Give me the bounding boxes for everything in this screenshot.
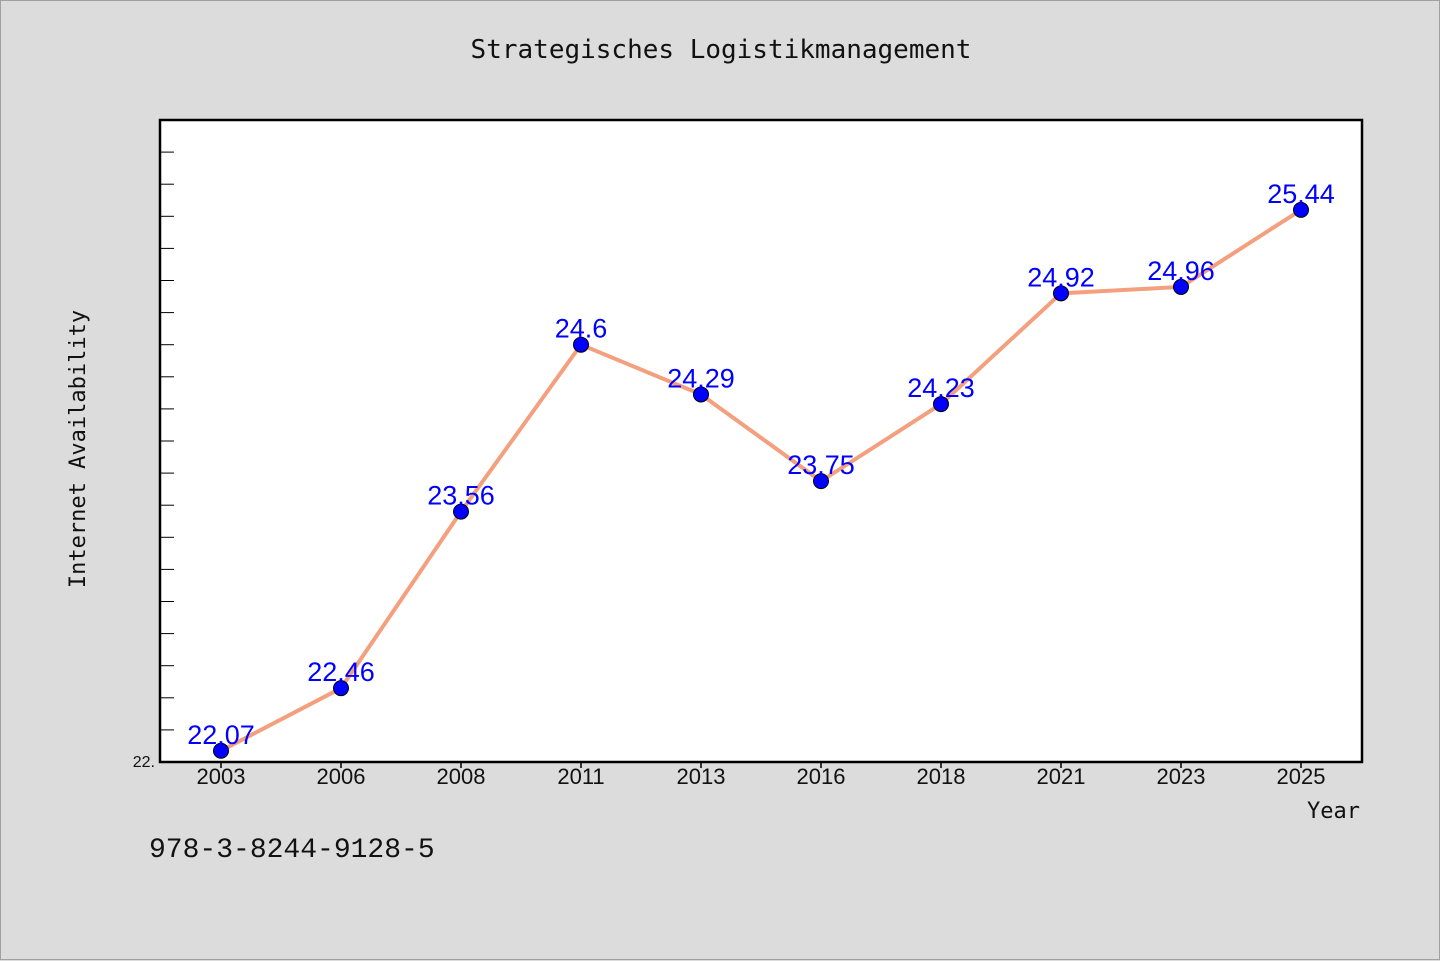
- x-tick-label: 2016: [797, 764, 846, 789]
- x-tick-label: 2013: [677, 764, 726, 789]
- footer-code: 978-3-8244-9128-5: [149, 835, 435, 866]
- x-tick-label: 2023: [1157, 764, 1206, 789]
- data-point: [453, 503, 469, 520]
- x-axis-ticks: 2003 2006 2008 2011 2013 2016 2018 2021 2023 2025: [197, 762, 1326, 789]
- data-point: [1053, 285, 1069, 302]
- plot-area: [158, 118, 1364, 764]
- data-point: [573, 336, 589, 353]
- data-label: 23.56: [427, 481, 495, 511]
- series-line: [220, 208, 1303, 753]
- data-label: 24.92: [1027, 262, 1095, 292]
- x-tick-label: 2008: [437, 764, 486, 789]
- data-label: 24.96: [1147, 256, 1215, 286]
- data-label: 25.44: [1267, 179, 1335, 209]
- data-label: 24.23: [907, 373, 975, 403]
- data-label: 22.07: [187, 720, 255, 750]
- data-point: [1173, 278, 1189, 295]
- data-point: [933, 396, 949, 413]
- data-label: 24.6: [555, 314, 608, 344]
- data-point: [813, 473, 829, 490]
- x-tick-label: 2003: [197, 764, 246, 789]
- x-tick-label: 2011: [557, 764, 604, 789]
- y-axis-title: Internet Availability: [66, 310, 91, 588]
- data-label: 22.46: [307, 657, 375, 687]
- data-label: 23.75: [787, 450, 855, 480]
- x-tick-label: 2025: [1277, 764, 1326, 789]
- data-label: 24.29: [667, 363, 735, 393]
- data-point: [333, 680, 349, 697]
- x-axis-title: Year: [1307, 799, 1360, 824]
- x-tick-label: 2021: [1037, 764, 1086, 789]
- data-point: [213, 742, 229, 759]
- y-axis-minor-ticks: [160, 119, 174, 763]
- data-point: [693, 386, 709, 403]
- x-tick-label: 2018: [917, 764, 966, 789]
- data-point: [1293, 201, 1309, 218]
- y-axis-tick-label: 22.: [133, 754, 155, 771]
- x-tick-label: 2006: [317, 764, 366, 789]
- chart-title: Strategisches Logistikmanagement: [470, 35, 972, 65]
- data-points: 22.07 22.46 23.56 24.6 24.29 23.75 24.23 24.92 2…: [187, 179, 1335, 759]
